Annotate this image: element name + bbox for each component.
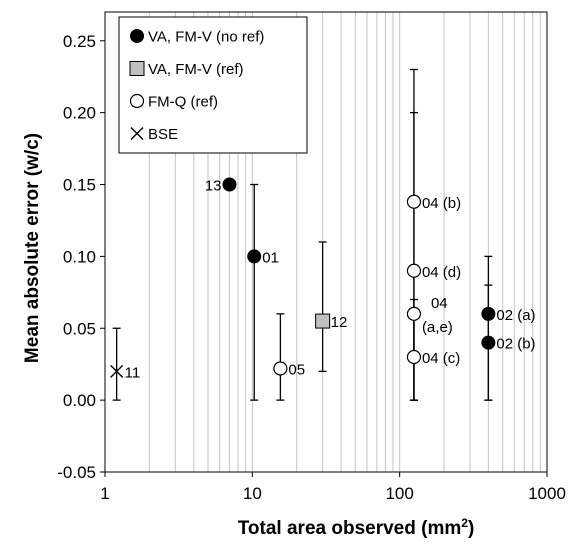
y-tick-label: 0.00 bbox=[63, 391, 96, 410]
filled-circle-marker bbox=[222, 177, 237, 192]
legend-box bbox=[118, 16, 308, 154]
gray-square-marker bbox=[315, 313, 331, 329]
filled-circle-marker bbox=[247, 249, 262, 264]
point-label: 02 (b) bbox=[496, 336, 535, 353]
point-label: 12 bbox=[331, 314, 348, 331]
x-tick-label: 1 bbox=[100, 484, 109, 503]
cross-marker bbox=[110, 364, 124, 378]
legend-item: BSE bbox=[130, 126, 178, 143]
legend-label: BSE bbox=[148, 126, 178, 143]
point-label: 04 (c) bbox=[422, 350, 460, 367]
y-tick-label: -0.05 bbox=[57, 463, 96, 482]
filled-circle-marker bbox=[130, 29, 144, 43]
point-label: (a,e) bbox=[422, 319, 453, 336]
point-label: 04 bbox=[431, 295, 448, 312]
point-label: 13 bbox=[205, 178, 222, 195]
point-label: 11 bbox=[125, 364, 141, 381]
open-circle-marker bbox=[273, 361, 288, 376]
point-label: 02 (a) bbox=[496, 307, 535, 324]
error-bar-05 bbox=[276, 313, 285, 401]
filled-circle-marker bbox=[481, 306, 496, 321]
x-tick-label: 10 bbox=[243, 484, 262, 503]
error-bar-01 bbox=[250, 183, 259, 401]
legend-item: VA, FM-V (no ref) bbox=[130, 29, 264, 46]
legend-item: FM-Q (ref) bbox=[129, 93, 218, 111]
point-label: 01 bbox=[262, 249, 279, 266]
legend: VA, FM-V (no ref) VA, FM-V (ref) FM-Q (ref… bbox=[118, 16, 308, 154]
y-tick-label: 0.15 bbox=[63, 176, 96, 195]
open-circle-marker bbox=[406, 349, 422, 365]
y-axis: -0.05 0.00 0.05 0.10 0.15 0.20 0.25 bbox=[57, 32, 105, 482]
point-labels: 13 01 12 05 11 04 (b) 04 (d) 04 (a,e) 04 (c) 02 (a… bbox=[125, 178, 536, 382]
x-tick-label: 1000 bbox=[528, 484, 566, 503]
filled-circle-marker bbox=[481, 335, 496, 350]
error-bar-11 bbox=[112, 327, 121, 401]
open-circle-marker bbox=[406, 306, 422, 321]
legend-label: VA, FM-V (ref) bbox=[148, 61, 244, 78]
y-tick-label: 0.10 bbox=[63, 247, 96, 266]
open-circle-marker bbox=[406, 263, 422, 278]
error-bar-12 bbox=[318, 241, 327, 373]
gray-square-marker bbox=[129, 61, 145, 76]
legend-label: VA, FM-V (no ref) bbox=[148, 29, 264, 46]
y-tick-label: 0.25 bbox=[63, 32, 96, 51]
data-markers bbox=[110, 177, 496, 378]
open-circle-marker bbox=[129, 93, 145, 109]
open-circle-marker bbox=[406, 194, 422, 209]
y-tick-label: 0.20 bbox=[63, 104, 96, 123]
cross-stroke bbox=[110, 364, 124, 378]
plot-area bbox=[104, 11, 548, 473]
point-label: 05 bbox=[288, 362, 305, 379]
x-tick-label: 100 bbox=[385, 484, 413, 503]
x-axis-title: Total area observed (mm2) bbox=[238, 516, 475, 539]
legend-label: FM-Q (ref) bbox=[148, 94, 218, 111]
point-label: 04 (d) bbox=[422, 264, 461, 281]
cross-stroke bbox=[130, 127, 144, 140]
y-tick-label: 0.05 bbox=[63, 319, 96, 338]
cross-marker bbox=[130, 127, 144, 140]
point-label: 04 (b) bbox=[422, 195, 461, 212]
y-axis-title: Mean absolute error (w/c) bbox=[22, 133, 43, 363]
x-axis: 1 10 100 1000 bbox=[100, 472, 566, 503]
legend-item: VA, FM-V (ref) bbox=[129, 61, 244, 78]
